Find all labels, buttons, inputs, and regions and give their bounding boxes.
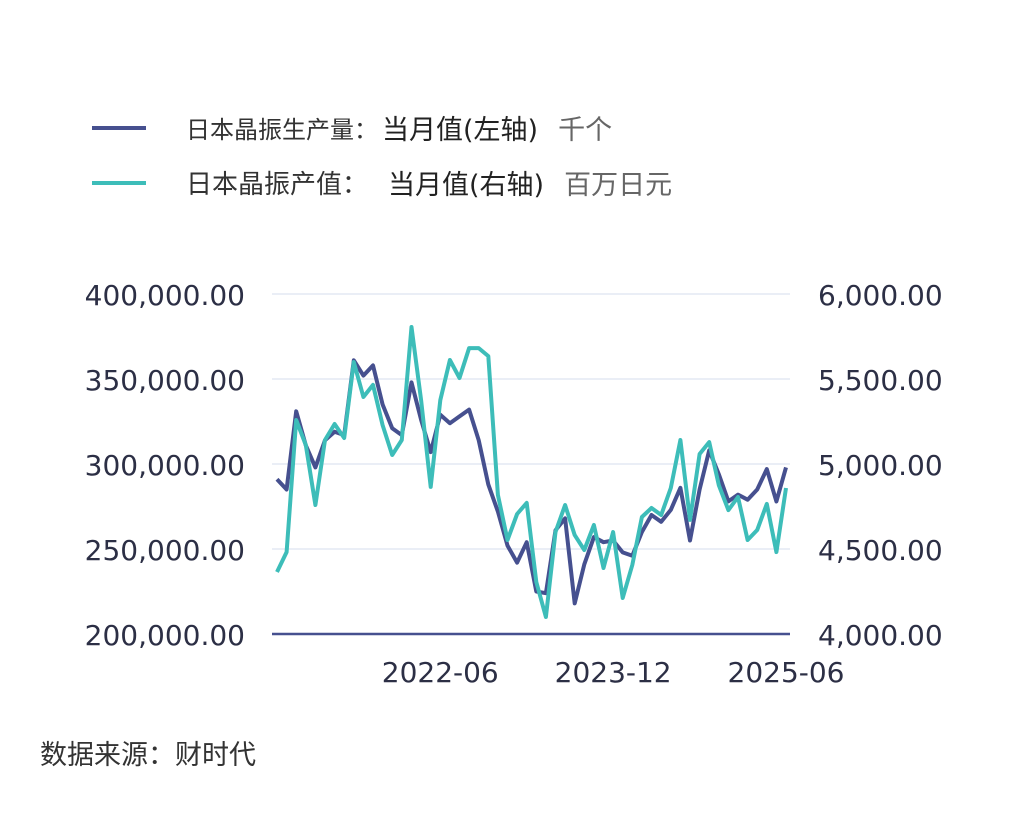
y-right-tick-label: 4,000.00	[818, 619, 943, 652]
y-left-tick-label: 250,000.00	[85, 534, 245, 567]
legend-unit: 千个	[558, 115, 613, 146]
legend-swatch	[92, 180, 146, 185]
y-left-tick-label: 350,000.00	[85, 364, 245, 397]
legend-name: 日本晶振生产量：	[186, 116, 378, 144]
x-tick-label: 2023-12	[555, 656, 672, 689]
y-right-tick-label: 6,000.00	[818, 279, 943, 312]
legend-item-production: 日本晶振生产量： 当月值(左轴) 千个	[92, 108, 612, 147]
legend-sub: 当月值(右轴)	[388, 170, 545, 201]
x-tick-label: 2025-06	[728, 656, 845, 689]
y-right-tick-label: 4,500.00	[818, 534, 943, 567]
series-line-left	[275, 358, 788, 606]
y-left-tick-label: 400,000.00	[85, 279, 245, 312]
x-tick-label: 2022-06	[382, 656, 499, 689]
legend-swatch	[92, 125, 146, 130]
legend-sub: 当月值(左轴)	[382, 115, 539, 146]
y-right-tick-label: 5,000.00	[818, 449, 943, 482]
data-source: 数据来源：财时代	[40, 740, 256, 771]
y-left-tick-label: 200,000.00	[85, 619, 245, 652]
y-left-tick-label: 300,000.00	[85, 449, 245, 482]
y-right-tick-label: 5,500.00	[818, 364, 943, 397]
legend-item-value: 日本晶振产值： 当月值(右轴) 百万日元	[92, 163, 672, 202]
legend-name: 日本晶振产值：	[186, 170, 369, 200]
series-line-right	[275, 325, 788, 619]
legend-unit: 百万日元	[564, 170, 673, 201]
